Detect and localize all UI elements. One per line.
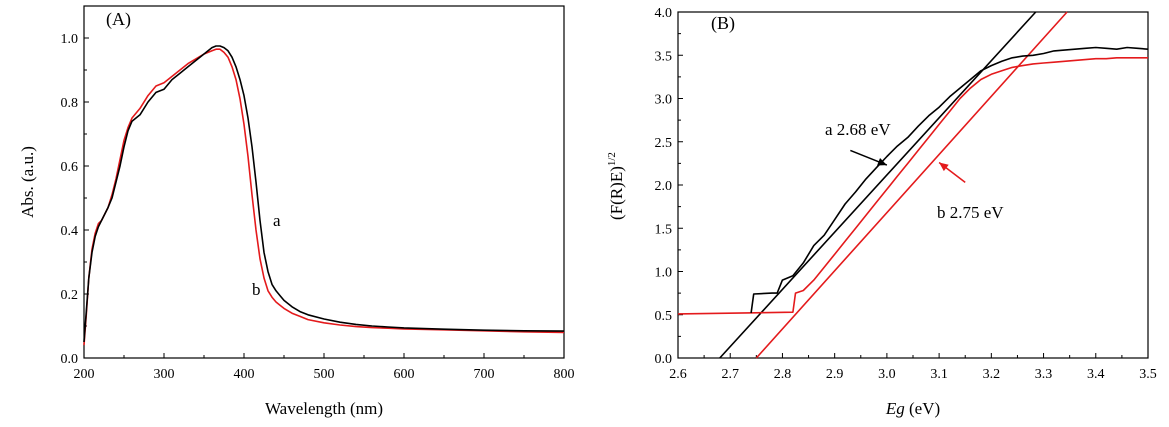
panel-b-series [677, 46, 1149, 315]
panel-b-fit-line-a [719, 11, 1037, 359]
panel-b-series-b-line [677, 57, 1148, 315]
panel-b-y-axis-title-main: (F(R)E) [607, 166, 626, 220]
panel-b-x-axis-title-unit: (eV) [905, 399, 940, 418]
panel-b-y-tick-label: 3.5 [655, 49, 673, 64]
panel-a-series [83, 45, 565, 346]
panel-b-x-ticks: 2.6 2.7 2.8 2.9 3.0 3.1 3.2 3.3 3.4 3.5 [669, 353, 1157, 382]
panel-b-y-tick-label: 2.0 [655, 179, 673, 194]
panel-b-y-tick-label: 0.0 [655, 352, 673, 367]
panel-b-x-tick-label: 3.4 [1087, 367, 1105, 382]
panel-b-y-tick-label: 1.0 [655, 266, 673, 281]
panel-b-x-tick-label: 2.6 [669, 367, 687, 382]
panel-a-y-tick-label: 0.8 [61, 96, 79, 111]
panel-a: (A) 200 300 400 500 600 700 800 0.00.20.40.60.… [18, 5, 575, 418]
panel-b-x-tick-label: 3.0 [878, 367, 896, 382]
panel-b-x-tick-label: 2.7 [721, 367, 739, 382]
panel-a-plot-frame [83, 5, 565, 359]
panel-b-x-tick-label: 2.9 [826, 367, 844, 382]
panel-b-arrow-a-head [877, 158, 887, 166]
panel-a-label-series-b: b [252, 280, 261, 299]
panel-a-series-a-line [83, 45, 565, 343]
panel-a-y-tick-label: 0.0 [61, 352, 79, 367]
panel-b: (B) 2.6 2.7 2.8 2.9 3.0 3.1 3.2 3.3 3.4 3.5 0.00.… [606, 6, 1157, 418]
panel-b-plot-frame [677, 11, 1149, 359]
panel-a-y-ticks: 0.0 0.2 0.4 0.6 0.8 1.0 [61, 32, 89, 367]
panel-b-x-tick-label: 3.3 [1035, 367, 1053, 382]
panel-b-annotation-a: a 2.68 eV [825, 120, 891, 139]
panel-a-y-tick-label: 0.2 [61, 288, 79, 303]
panel-b-fit-line-b [755, 11, 1068, 359]
panel-b-x-tick-label: 2.8 [774, 367, 792, 382]
panel-b-arrow-b-head [939, 162, 949, 172]
panel-a-y-axis-title: Abs. (a.u.) [18, 146, 37, 218]
panel-b-y-tick-label: 3.0 [655, 93, 673, 108]
panel-b-annotation-b: b 2.75 eV [937, 203, 1004, 222]
panel-b-y-axis-title-sup: 1/2 [606, 152, 618, 166]
panel-a-y-tick-label: 1.0 [61, 32, 79, 47]
panel-b-y-tick-label: 1.5 [655, 222, 673, 237]
panel-a-x-axis-title: Wavelength (nm) [265, 399, 383, 418]
panel-b-arrows [850, 149, 966, 184]
panel-a-y-tick-label: 0.4 [61, 224, 79, 239]
panel-b-x-axis-title-italic: Eg [885, 399, 905, 418]
panel-b-y-ticks: 0.0 0.5 1.0 1.5 2.0 2.5 3.0 3.5 4.0 [655, 6, 683, 367]
panel-a-x-tick-label: 300 [154, 367, 175, 382]
panel-a-x-tick-label: 200 [74, 367, 95, 382]
panel-b-series-a-line [750, 46, 1149, 314]
panel-a-y-tick-label: 0.6 [61, 160, 79, 175]
panel-a-x-tick-label: 800 [554, 367, 575, 382]
panel-a-x-tick-label: 500 [314, 367, 335, 382]
panel-a-x-tick-label: 400 [234, 367, 255, 382]
panel-b-y-tick-label: 0.5 [655, 309, 673, 324]
panel-b-x-tick-label: 3.1 [930, 367, 948, 382]
panel-b-x-tick-label: 3.5 [1139, 367, 1157, 382]
panel-b-x-axis-title: Eg (eV) [885, 399, 940, 418]
panel-a-x-ticks: 200 300 400 500 600 700 800 [74, 353, 575, 382]
panel-a-x-tick-label: 700 [474, 367, 495, 382]
panel-b-label: (B) [711, 13, 735, 34]
panel-a-x-tick-label: 600 [394, 367, 415, 382]
panel-a-label: (A) [106, 9, 131, 30]
panel-a-label-series-a: a [273, 211, 281, 230]
panel-b-x-tick-label: 3.2 [983, 367, 1001, 382]
panel-b-y-tick-label: 4.0 [655, 6, 673, 21]
panel-b-fit-lines [719, 11, 1068, 359]
panel-b-y-axis-title: (F(R)E)1/2 [606, 152, 626, 220]
panel-b-y-tick-label: 2.5 [655, 136, 673, 151]
